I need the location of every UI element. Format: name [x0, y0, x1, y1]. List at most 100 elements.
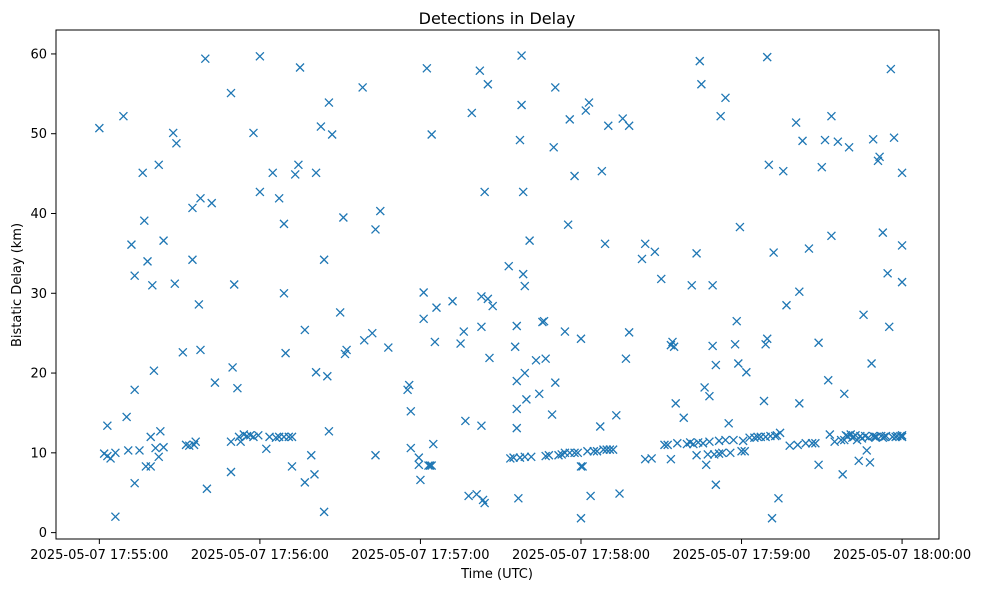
data-point [547, 410, 557, 420]
y-tick-label: 60 [30, 47, 47, 62]
data-point [608, 445, 618, 455]
data-point [581, 106, 591, 116]
data-point [688, 439, 698, 449]
data-point [701, 460, 711, 470]
data-point [300, 477, 310, 487]
data-point [714, 449, 724, 459]
data-point [817, 162, 827, 172]
y-tick-label: 50 [30, 127, 47, 142]
x-tick-label: 2025-05-07 17:58:00 [512, 548, 650, 563]
data-point [600, 239, 610, 249]
data-point [419, 288, 429, 297]
data-point [573, 448, 583, 458]
x-axis-ticks: 2025-05-07 17:55:00 2025-05-07 17:56:00 20… [30, 539, 971, 563]
data-point [521, 394, 531, 404]
data-point [826, 111, 836, 121]
data-point [102, 421, 112, 431]
data-point [509, 453, 519, 463]
data-point [191, 437, 201, 447]
data-point [464, 491, 474, 501]
data-point [603, 121, 613, 131]
data-point [576, 513, 586, 523]
data-point [428, 439, 438, 449]
data-point [721, 435, 730, 445]
x-tick-label: 2025-05-07 17:59:00 [672, 548, 810, 563]
data-point [324, 426, 334, 436]
data-point [839, 389, 849, 399]
data-point [483, 294, 493, 304]
data-point [844, 142, 854, 152]
data-point [488, 301, 498, 311]
data-point [582, 446, 592, 456]
data-point [618, 114, 628, 124]
data-point [884, 322, 894, 332]
data-point [403, 385, 413, 395]
data-point [520, 368, 530, 378]
data-point [375, 206, 385, 216]
data-point [327, 130, 337, 139]
data-point [810, 438, 820, 448]
data-point [319, 507, 329, 517]
data-point [692, 248, 702, 258]
y-axis-ticks: 0 10 20 30 40 50 60 [30, 47, 56, 541]
data-point [767, 513, 777, 523]
data-point [196, 193, 205, 203]
data-point [520, 281, 530, 291]
data-point [295, 63, 305, 72]
data-point [735, 222, 745, 232]
data-point [615, 489, 624, 498]
data-point [554, 450, 563, 460]
data-point [597, 166, 607, 176]
data-point [624, 121, 634, 131]
data-point [520, 452, 530, 462]
data-point [300, 325, 310, 335]
data-point [826, 231, 836, 241]
data-point [123, 445, 133, 455]
data-point [814, 460, 824, 470]
data-point [371, 224, 380, 234]
data-point [741, 367, 751, 377]
data-point [287, 461, 297, 471]
data-point [476, 421, 486, 431]
data-point [271, 433, 281, 443]
data-point [764, 160, 774, 170]
data-point [717, 448, 727, 458]
data-point [570, 448, 580, 458]
data-point [253, 430, 263, 440]
data-point [820, 135, 830, 145]
data-point [801, 438, 811, 448]
data-point [476, 322, 486, 332]
data-point [287, 432, 297, 442]
data-point [711, 480, 721, 490]
data-point [704, 437, 714, 447]
data-point [823, 375, 833, 385]
data-point [833, 137, 843, 147]
chart-title: Detections in Delay [419, 9, 576, 28]
data-point [448, 296, 458, 306]
data-point [467, 108, 477, 118]
data-point [139, 216, 149, 226]
data-point [897, 240, 907, 250]
data-point [188, 203, 197, 213]
data-point [110, 512, 120, 522]
data-point [721, 93, 730, 103]
data-point [785, 441, 795, 451]
data-point [576, 461, 586, 471]
data-point [732, 316, 742, 326]
data-point [147, 280, 157, 290]
data-point [541, 451, 551, 461]
data-point [624, 327, 634, 337]
data-point [146, 432, 156, 442]
data-point [226, 88, 236, 98]
data-point [541, 354, 551, 364]
data-point [804, 244, 814, 254]
data-point [729, 435, 738, 445]
data-point [865, 457, 875, 467]
data-point [704, 391, 714, 401]
data-point [255, 187, 265, 197]
data-point [512, 376, 522, 386]
data-point [716, 111, 726, 121]
data-point [159, 236, 169, 246]
data-point [563, 220, 573, 230]
